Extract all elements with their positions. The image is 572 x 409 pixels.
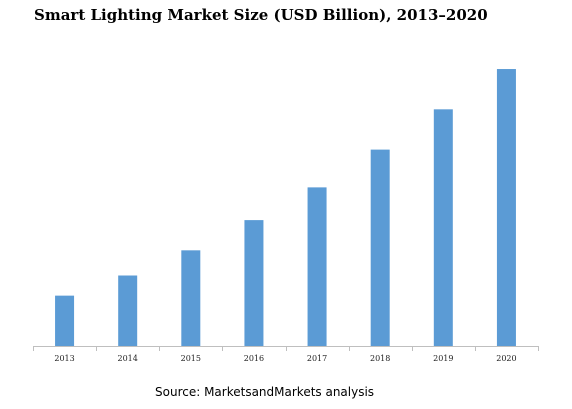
x-tick-label-2018: 2018 bbox=[370, 354, 390, 363]
bar-2019 bbox=[433, 109, 453, 346]
bars-group bbox=[55, 69, 516, 347]
bar-2015 bbox=[181, 250, 201, 346]
x-axis-ticks bbox=[33, 346, 539, 351]
x-tick-label-2017: 2017 bbox=[307, 354, 327, 363]
bar-2013 bbox=[55, 295, 75, 346]
bar-2016 bbox=[244, 220, 264, 346]
x-tick-label-2013: 2013 bbox=[54, 354, 74, 363]
bar-2014 bbox=[118, 275, 138, 346]
chart-source: Source: MarketsandMarkets analysis bbox=[155, 385, 375, 399]
x-tick-label-2016: 2016 bbox=[244, 354, 264, 363]
bar-2018 bbox=[370, 149, 390, 346]
x-axis-tick-labels: 2013 2014 2015 2016 2017 2018 2019 2020 bbox=[54, 354, 516, 363]
bar-2020 bbox=[496, 69, 516, 347]
bar-2017 bbox=[307, 187, 327, 346]
chart-title: Smart Lighting Market Size (USD Billion)… bbox=[34, 6, 488, 24]
x-tick-label-2019: 2019 bbox=[433, 354, 453, 363]
x-tick-label-2015: 2015 bbox=[181, 354, 201, 363]
x-tick-label-2020: 2020 bbox=[496, 354, 516, 363]
x-tick-label-2014: 2014 bbox=[118, 354, 138, 363]
